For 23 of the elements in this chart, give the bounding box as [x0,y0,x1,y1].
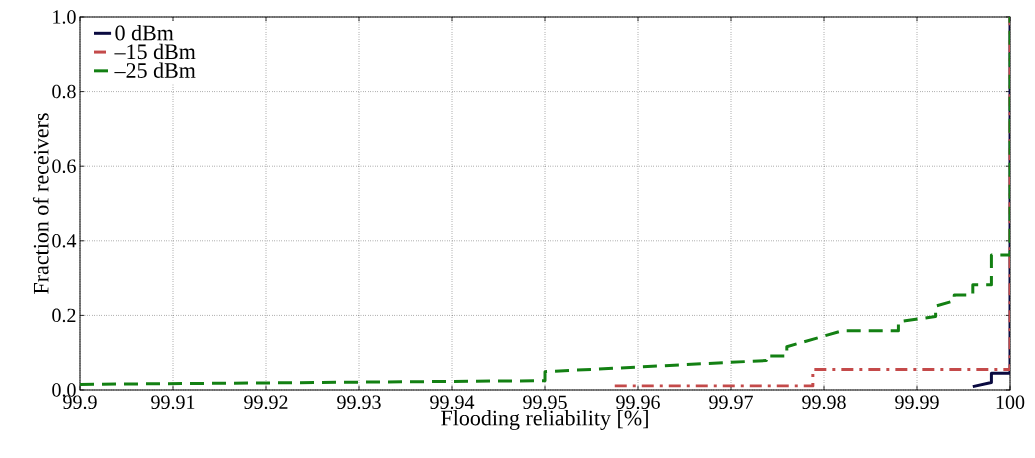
x-tick-label: 99.99 [895,395,939,410]
y-tick-label: 1.0 [53,10,76,24]
x-axis-title: Flooding reliability [%] [441,409,648,430]
line-series [80,17,1011,386]
legend-label: 0 dBm [115,24,174,41]
x-tick-label: 99.95 [523,395,567,410]
x-tick-label: 99.93 [337,395,381,410]
y-tick-label: 0.2 [52,308,76,323]
y-tick-label: 0.0 [52,383,76,397]
x-tick-label: 99.92 [244,395,288,410]
x-tick-label: 99.97 [709,395,753,410]
x-tick-label: 99.9 [63,395,97,410]
x-tick-label: 99.91 [151,395,195,410]
legend-label: –25 dBm [114,62,196,78]
y-axis-title: Fraction of receivers [32,113,49,294]
x-tick-label: 99.94 [430,395,475,410]
x-tick-label: 99.96 [616,395,660,410]
y-tick-label: 0.4 [52,234,77,248]
y-tick-label: 0.6 [52,159,76,173]
legend-label: –15 dBm [114,43,196,60]
x-tick-label: 100 [996,395,1025,410]
y-tick-label: 0.8 [52,84,76,99]
x-tick-label: 99.98 [802,395,846,410]
